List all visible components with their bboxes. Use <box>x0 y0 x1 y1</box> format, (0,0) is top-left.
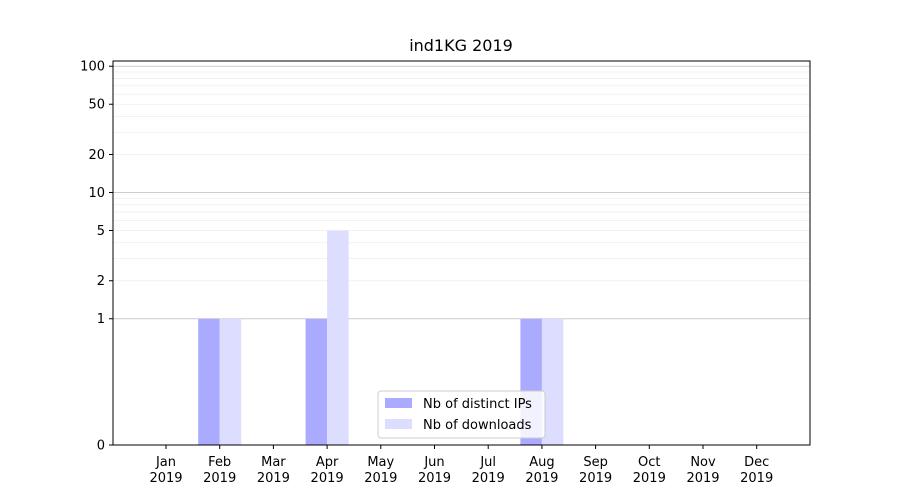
bar-downloads <box>541 318 564 445</box>
bar-ips <box>305 318 328 445</box>
legend-swatch <box>385 419 412 429</box>
bar-ips <box>198 318 220 445</box>
x-tick-label: Jul 2019 <box>472 455 505 486</box>
grid-lines <box>113 65 810 320</box>
y-tick-label: 50 <box>88 98 105 113</box>
x-tick-label: Oct 2019 <box>633 455 666 486</box>
y-tick-label: 0 <box>97 439 105 454</box>
y-tick-label: 100 <box>80 60 105 75</box>
legend-label: Nb of downloads <box>423 418 532 433</box>
chart-title: ind1KG 2019 <box>409 36 513 55</box>
y-tick-label: 20 <box>88 148 105 163</box>
x-tick-label: Mar 2019 <box>257 455 290 486</box>
legend-label: Nb of distinct IPs <box>423 397 532 412</box>
y-tick-label: 5 <box>97 224 105 239</box>
x-tick-label: Aug 2019 <box>525 455 558 486</box>
x-tick-label: Jun 2019 <box>418 455 451 486</box>
legend-box <box>377 390 546 439</box>
y-tick-label: 2 <box>97 274 105 289</box>
x-tick-label: Apr 2019 <box>311 455 344 486</box>
y-tick-label: 10 <box>88 186 105 201</box>
x-tick-label: Dec 2019 <box>740 455 773 486</box>
legend-swatch <box>385 398 412 408</box>
legend: Nb of distinct IPs Nb of downloads <box>377 390 546 439</box>
x-tick-label: May 2019 <box>364 455 397 486</box>
bar-downloads <box>327 230 349 445</box>
bar-downloads <box>219 318 242 445</box>
bars <box>198 230 564 445</box>
x-tick-label: Jan 2019 <box>149 455 182 486</box>
x-tick-label: Nov 2019 <box>686 455 719 486</box>
x-axis: Jan 2019 Feb 2019 Mar 2019 Apr 2019 May 2019 Jun 20… <box>149 445 773 486</box>
y-tick-label: 1 <box>97 312 105 327</box>
x-tick-label: Feb 2019 <box>203 455 236 486</box>
plot-frame <box>112 60 811 446</box>
x-tick-label: Sep 2019 <box>579 455 612 486</box>
y-axis: 0 1 2 5 10 20 50 100 <box>80 60 113 454</box>
